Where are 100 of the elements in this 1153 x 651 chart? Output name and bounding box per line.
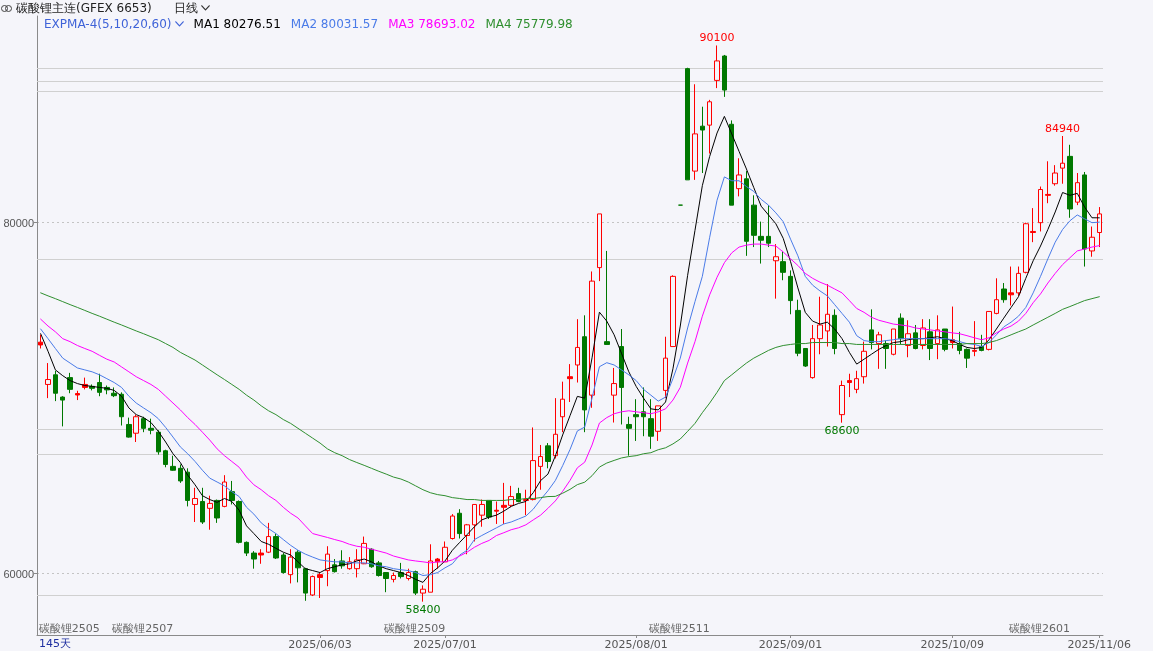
candlestick [192,487,198,523]
candlestick [560,381,565,433]
candlestick [391,572,396,583]
candlestick [736,157,742,197]
candlestick [964,347,970,369]
candlestick [780,250,786,281]
candlestick [185,467,190,507]
candlestick [626,416,632,457]
candlestick [303,567,308,602]
chart-subtitle: 日线 [173,0,198,17]
candlestick [273,533,279,560]
candlestick [575,318,580,384]
candlestick [766,204,771,248]
candlestick [486,499,492,520]
candlestick [545,442,551,469]
legend-title: EXPMA-4(5,10,20,60) [44,17,172,31]
candlestick [288,548,293,584]
candlestick [244,540,249,557]
candlestick [45,362,51,399]
candlestick [295,549,301,583]
x-tick-label: 2025/06/03 [288,638,352,651]
candlestick [38,334,43,349]
candlestick [141,416,146,433]
candlestick [457,508,462,539]
candlestick [994,277,999,315]
x-tick-label: 2025/08/01 [604,638,668,651]
candlestick [751,194,757,248]
annotation: 碳酸锂2509 [383,621,446,635]
candlestick [472,503,477,542]
x-tick-label: 2025/10/09 [920,638,984,651]
candlestick [494,500,499,525]
text: MA3 78693.02 [388,17,476,31]
candlestick [251,550,257,570]
text: MA4 75779.98 [485,17,573,31]
candlestick [744,170,749,257]
candlestick [839,380,845,424]
candlestick [97,373,102,397]
candlestick [156,429,161,456]
candlestick [633,398,639,442]
candlestick [692,83,698,181]
candlestick [317,572,323,599]
candlestick [619,328,624,425]
candlestick [207,495,213,531]
text: 145天 [39,636,71,650]
candlestick [832,308,837,355]
candlestick [597,213,602,282]
candlestick [479,499,485,528]
candlestick [869,308,874,350]
candlestick [604,250,610,345]
line-series [40,292,1100,501]
candlestick [126,417,132,439]
candlestick [148,418,154,435]
candlestick [178,463,183,484]
candlestick [847,373,852,398]
annotation: 84940 [1045,122,1081,136]
annotation: 碳酸锂2505 [37,621,100,635]
candlestick [685,67,690,181]
candlestick [876,331,882,370]
candlestick [1067,144,1073,219]
candlestick [729,119,734,206]
x-tick-label: 2025/11/06 [1067,638,1132,651]
candlestick [450,513,455,541]
candlestick [200,487,205,525]
candlestick [1038,186,1043,232]
candlestick [163,449,168,468]
candlestick [133,414,139,443]
candlestick [310,575,315,597]
candlestick [553,397,558,459]
candlestick [803,347,808,368]
candlestick [111,386,117,398]
candlestick [648,398,654,450]
candlestick [788,269,793,315]
annotation: 碳酸锂2601 [1008,621,1071,635]
candlestick [60,395,65,427]
candlestick [825,283,830,348]
annotation: 58400 [405,602,441,616]
candlestick [707,99,712,155]
candlestick [817,296,823,355]
candlestick [1045,160,1051,204]
candlestick [758,221,764,265]
y-tick-label: 60000 [3,567,34,580]
candlestick [714,44,720,89]
candlestick [722,54,727,98]
candlestick [1016,266,1021,297]
candlestick [589,270,595,409]
text: MA2 80031.57 [290,17,379,31]
candlestick [670,274,676,348]
y-tick-label: 80000 [3,216,34,229]
candlestick [655,405,661,442]
candlestick [700,106,705,174]
candlestick [538,444,543,491]
candlestick [1052,164,1058,187]
candlestick [266,522,271,554]
annotation: 90100 [699,31,735,45]
candlestick [75,390,80,401]
x-tick-label: 2025/09/01 [758,638,823,651]
candlestick [611,367,617,424]
candlestick [582,314,587,433]
candlestick [1089,226,1095,258]
annotation: 68600 [824,423,860,437]
